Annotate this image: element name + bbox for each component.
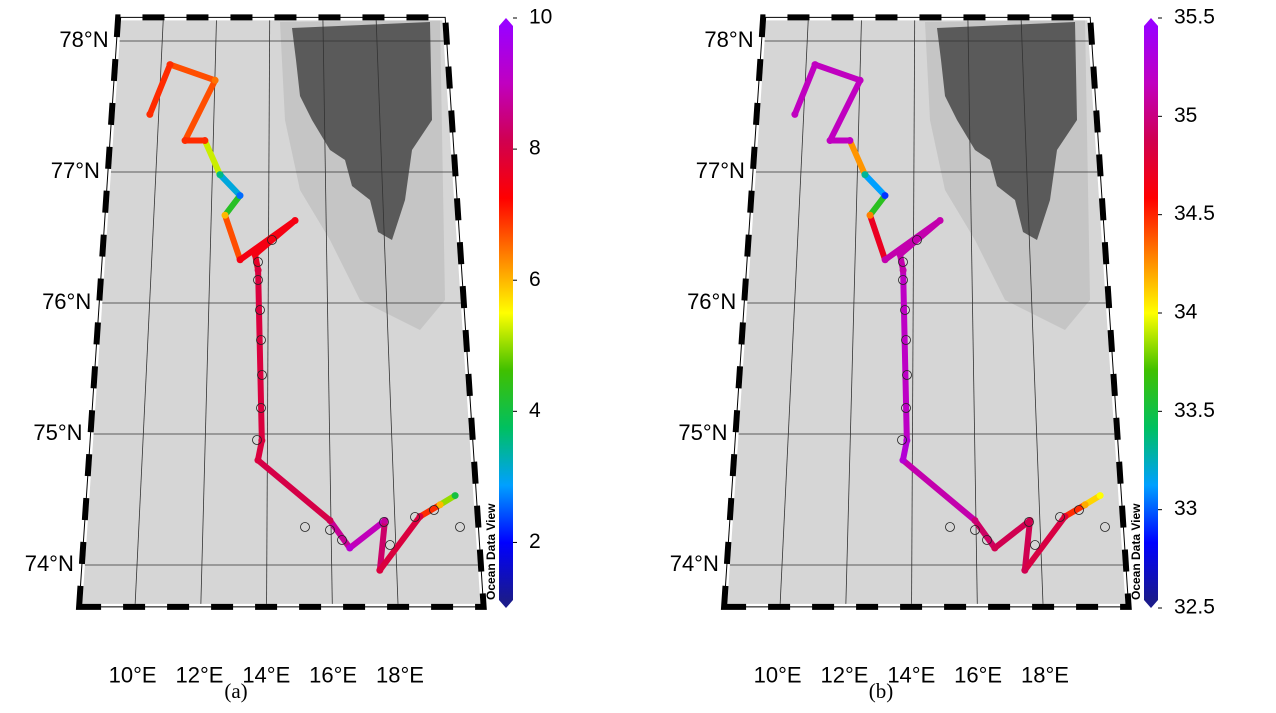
colorbar-label: 35.5	[1174, 6, 1215, 29]
track-point	[899, 457, 906, 464]
track-point	[376, 567, 383, 574]
lon-label: 12°E	[175, 663, 223, 688]
lat-label: 78°N	[59, 27, 108, 52]
track-point	[292, 217, 299, 224]
colorbar-label: 35	[1174, 104, 1197, 127]
map-panel: 78°N 77°N 76°N 75°N 74°N 10°E 12°E 14°E 16°E 18°E…	[670, 6, 1215, 703]
colorbar-label: 2	[529, 530, 541, 553]
lon-label: 14°E	[242, 663, 290, 688]
watermark: Ocean Data View	[484, 503, 498, 600]
track-point	[346, 544, 353, 551]
track-point	[167, 61, 174, 68]
lat-label: 78°N	[704, 27, 753, 52]
track-point	[182, 137, 189, 144]
lat-label: 77°N	[696, 158, 745, 183]
lon-label: 16°E	[309, 663, 357, 688]
lon-label: 10°E	[754, 663, 802, 688]
track-point	[971, 517, 978, 524]
colorbar-label: 8	[529, 137, 541, 160]
track-point	[216, 171, 223, 178]
track-point	[254, 457, 261, 464]
track-point	[1061, 513, 1068, 520]
track-point	[897, 251, 904, 258]
track-point	[252, 251, 259, 258]
lat-label: 74°N	[25, 551, 74, 576]
lon-label: 18°E	[1021, 663, 1069, 688]
track-point	[846, 137, 853, 144]
lat-label: 77°N	[51, 158, 100, 183]
track-point	[991, 544, 998, 551]
lon-label: 12°E	[820, 663, 868, 688]
figure: 78°N 77°N 76°N 75°N 74°N 10°E 12°E 14°E 16°E 18°E…	[0, 0, 1276, 713]
track-point	[222, 212, 229, 219]
track-point	[812, 61, 819, 68]
lon-label: 10°E	[109, 663, 157, 688]
colorbar-label: 33.5	[1174, 399, 1215, 422]
lat-label: 75°N	[33, 420, 82, 445]
track-point	[212, 77, 219, 84]
colorbar-bottom	[1144, 600, 1158, 608]
track-point	[326, 517, 333, 524]
track-point	[791, 111, 798, 118]
watermark: Ocean Data View	[1129, 503, 1143, 600]
panel-caption: (b)	[869, 679, 894, 703]
track-point	[937, 217, 944, 224]
colorbar-label: 4	[529, 399, 541, 422]
track-point	[416, 513, 423, 520]
lat-label: 74°N	[670, 551, 719, 576]
lat-label: 75°N	[678, 420, 727, 445]
lon-label: 18°E	[376, 663, 424, 688]
lon-label: 14°E	[887, 663, 935, 688]
colorbar-label: 10	[529, 6, 552, 29]
colorbar-label: 34	[1174, 301, 1198, 324]
track-point	[1097, 492, 1104, 499]
track-point	[146, 111, 153, 118]
colorbar	[499, 26, 513, 600]
lat-label: 76°N	[687, 289, 736, 314]
track-point	[867, 212, 874, 219]
track-point	[861, 171, 868, 178]
track-segment	[258, 270, 262, 440]
track-point	[881, 192, 888, 199]
colorbar-label: 34.5	[1174, 202, 1215, 225]
track-point	[900, 267, 907, 274]
lat-label: 76°N	[42, 289, 91, 314]
track-point	[882, 256, 889, 263]
colorbar-label: 32.5	[1174, 596, 1215, 619]
colorbar-label: 6	[529, 268, 541, 291]
panel-caption: (a)	[224, 679, 247, 703]
map-panel: 78°N 77°N 76°N 75°N 74°N 10°E 12°E 14°E 16°E 18°E…	[25, 6, 553, 703]
track-point	[201, 137, 208, 144]
colorbar-top	[1144, 18, 1158, 26]
colorbar-label: 33	[1174, 497, 1197, 520]
track-point	[255, 267, 262, 274]
track-point	[452, 492, 459, 499]
track-point	[237, 256, 244, 263]
colorbar-top	[499, 18, 513, 26]
colorbar	[1144, 26, 1158, 600]
lon-label: 16°E	[954, 663, 1002, 688]
track-point	[857, 77, 864, 84]
track-point	[827, 137, 834, 144]
track-point	[236, 192, 243, 199]
track-point	[1021, 567, 1028, 574]
track-segment	[903, 270, 907, 440]
colorbar-bottom	[499, 600, 513, 608]
